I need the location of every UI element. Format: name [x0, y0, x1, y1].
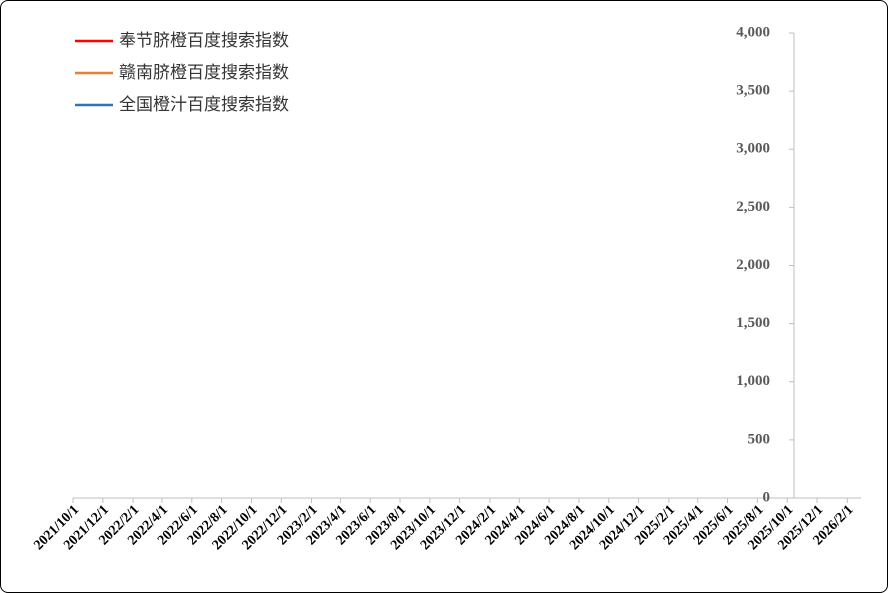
y-tick-label: 4,000 — [736, 24, 770, 40]
legend-label: 全国橙汁百度搜索指数 — [119, 95, 289, 115]
y-tick-label: 500 — [748, 431, 771, 447]
y-tick-label: 1,500 — [736, 315, 770, 331]
y-tick-label: 2,500 — [736, 199, 770, 215]
y-tick-label: 0 — [763, 489, 771, 505]
y-tick-label: 3,000 — [736, 141, 770, 157]
y-tick-label: 3,500 — [736, 83, 770, 99]
legend-label: 赣南脐橙百度搜索指数 — [119, 63, 289, 83]
y-tick-label: 1,000 — [736, 373, 770, 389]
y-tick-label: 2,000 — [736, 257, 770, 273]
legend-label: 奉节脐橙百度搜索指数 — [119, 31, 289, 51]
